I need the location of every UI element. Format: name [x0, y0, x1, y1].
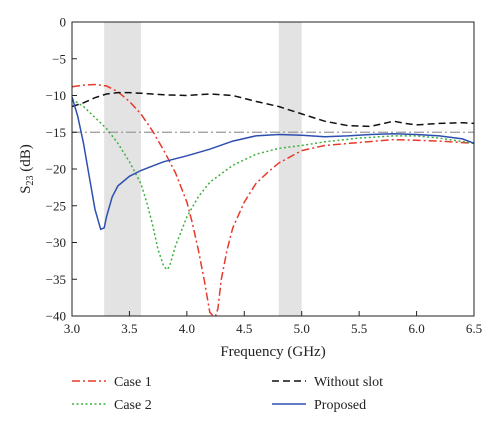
y-tick-label: −30	[46, 235, 66, 250]
x-tick-label: 5.5	[351, 321, 367, 336]
y-tick-label: −20	[46, 162, 66, 177]
legend-label-proposed: Proposed	[314, 398, 366, 413]
y-tick-label: −25	[46, 198, 66, 213]
y-axis-label-subscript: 23	[25, 175, 36, 185]
y-axis-ticks: 0 −5 −10 −15 −20 −25 −30 −35 −40	[46, 15, 77, 324]
x-tick-label: 3.5	[121, 321, 137, 336]
y-tick-label: −40	[46, 309, 66, 324]
x-tick-label: 6.0	[408, 321, 424, 336]
legend-label-case-2: Case 2	[114, 398, 152, 413]
y-tick-label: −10	[46, 88, 66, 103]
y-tick-label: 0	[60, 15, 67, 30]
series-layer	[72, 83, 474, 316]
x-axis-label: Frequency (GHz)	[220, 344, 325, 360]
legend-label-without-slot: Without slot	[314, 375, 383, 390]
series-line-proposed	[72, 96, 474, 231]
x-tick-label: 5.0	[294, 321, 310, 336]
shaded-bands	[104, 22, 302, 316]
x-axis-ticks: 3.0 3.5 4.0 4.5 5.0 5.5 6.0 6.5	[64, 311, 482, 336]
x-tick-label: 6.5	[466, 321, 482, 336]
shaded-band-1	[104, 22, 141, 316]
legend-label-case-1: Case 1	[114, 375, 152, 390]
y-axis-label-unit: (dB)	[18, 144, 34, 175]
series-line-without-slot	[72, 91, 474, 128]
y-tick-label: −15	[46, 125, 66, 140]
series-line-case-2	[72, 98, 474, 271]
x-tick-label: 4.0	[179, 321, 195, 336]
series-line-case-1	[72, 83, 474, 316]
y-tick-label: −5	[52, 51, 66, 66]
y-tick-label: −35	[46, 272, 66, 287]
y-axis-label: S23 (dB)	[18, 144, 36, 194]
x-tick-label: 3.0	[64, 321, 80, 336]
y-axis-label-main: S	[18, 185, 34, 193]
x-tick-label: 4.5	[236, 321, 252, 336]
shaded-band-2	[278, 22, 302, 316]
legend: Case 1 Case 2 Without slot Proposed	[72, 375, 383, 413]
